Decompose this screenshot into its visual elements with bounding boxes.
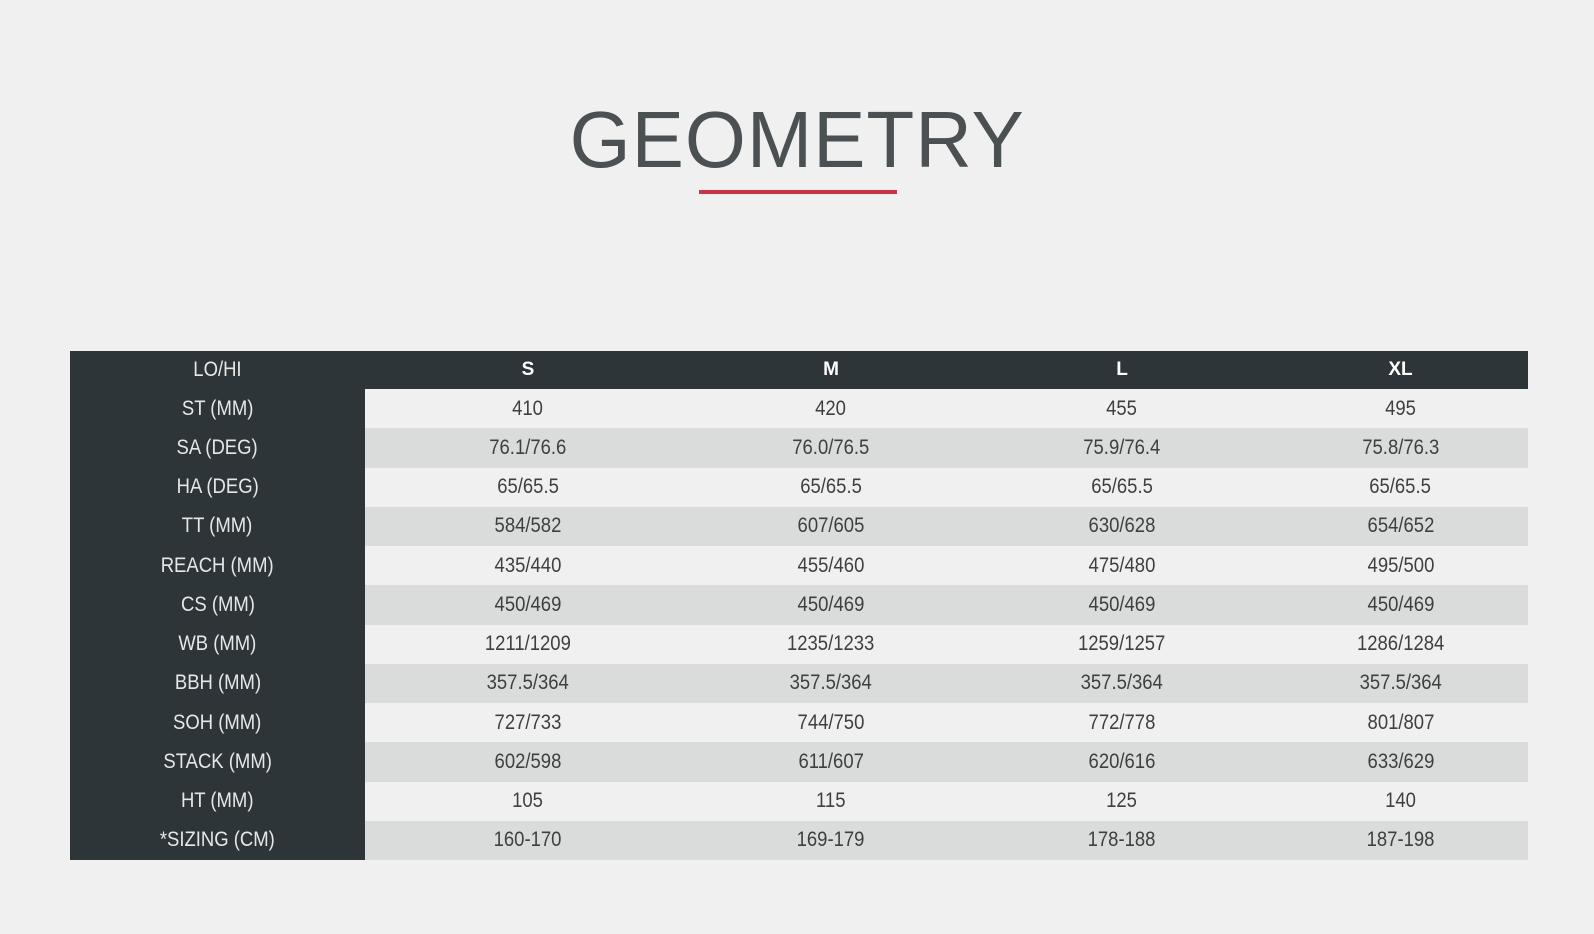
table-cell: 187-198 bbox=[1273, 820, 1528, 860]
row-label: REACH (MM) bbox=[70, 546, 365, 586]
table-cell: 495/500 bbox=[1273, 546, 1528, 586]
table-row: BBH (MM) 357.5/364 357.5/364 357.5/364 357.5… bbox=[70, 663, 1528, 703]
table-cell: 495 bbox=[1273, 389, 1528, 429]
table-cell: 450/469 bbox=[691, 585, 971, 625]
table-cell: 727/733 bbox=[365, 703, 691, 743]
table-cell: 1286/1284 bbox=[1273, 624, 1528, 664]
table-cell: 633/629 bbox=[1273, 742, 1528, 782]
row-label: SA (DEG) bbox=[70, 428, 365, 468]
table-cell: 76.1/76.6 bbox=[365, 428, 691, 468]
page-title: GEOMETRY bbox=[569, 94, 1025, 184]
table-cell: 772/778 bbox=[971, 703, 1273, 743]
table-cell: 744/750 bbox=[691, 703, 971, 743]
table-cell: 105 bbox=[365, 781, 691, 821]
table-cell: 654/652 bbox=[1273, 506, 1528, 546]
table-cell: 611/607 bbox=[691, 742, 971, 782]
table-cell: 178-188 bbox=[971, 820, 1273, 860]
table-header-row: LO/HI S M L XL bbox=[70, 351, 1528, 389]
table-cell: 450/469 bbox=[1273, 585, 1528, 625]
table-cell: 76.0/76.5 bbox=[691, 428, 971, 468]
table-row: SOH (MM) 727/733 744/750 772/778 801/807 bbox=[70, 703, 1528, 743]
row-label: HA (DEG) bbox=[70, 467, 365, 507]
table-row: *SIZING (CM) 160-170 169-179 178-188 187-198 bbox=[70, 820, 1528, 860]
row-label: WB (MM) bbox=[70, 624, 365, 664]
table-cell: 65/65.5 bbox=[365, 467, 691, 507]
table-cell: 357.5/364 bbox=[691, 663, 971, 703]
table-cell: 65/65.5 bbox=[971, 467, 1273, 507]
table-cell: 455/460 bbox=[691, 546, 971, 586]
table-row: HT (MM) 105 115 125 140 bbox=[70, 781, 1528, 821]
row-label: CS (MM) bbox=[70, 585, 365, 625]
column-header-l: L bbox=[1116, 359, 1128, 380]
table-cell: 584/582 bbox=[365, 506, 691, 546]
table-cell: 450/469 bbox=[365, 585, 691, 625]
row-label: *SIZING (CM) bbox=[70, 820, 365, 860]
row-label: SOH (MM) bbox=[70, 703, 365, 743]
row-label: BBH (MM) bbox=[70, 663, 365, 703]
table-cell: 65/65.5 bbox=[1273, 467, 1528, 507]
title-underline-divider bbox=[699, 190, 897, 194]
column-header-xl: XL bbox=[1388, 359, 1413, 380]
row-label: TT (MM) bbox=[70, 506, 365, 546]
table-cell: 450/469 bbox=[971, 585, 1273, 625]
column-header-m: M bbox=[823, 359, 839, 380]
table-row: TT (MM) 584/582 607/605 630/628 654/652 bbox=[70, 506, 1528, 546]
table-cell: 1235/1233 bbox=[691, 624, 971, 664]
table-cell: 357.5/364 bbox=[1273, 663, 1528, 703]
corner-header: LO/HI bbox=[193, 358, 242, 381]
table-row: CS (MM) 450/469 450/469 450/469 450/469 bbox=[70, 585, 1528, 625]
table-cell: 75.8/76.3 bbox=[1273, 428, 1528, 468]
table-cell: 475/480 bbox=[971, 546, 1273, 586]
table-row: HA (DEG) 65/65.5 65/65.5 65/65.5 65/65.5 bbox=[70, 467, 1528, 507]
row-label: ST (MM) bbox=[70, 389, 365, 429]
table-cell: 410 bbox=[365, 389, 691, 429]
table-cell: 801/807 bbox=[1273, 703, 1528, 743]
table-cell: 140 bbox=[1273, 781, 1528, 821]
table-cell: 1259/1257 bbox=[971, 624, 1273, 664]
table-cell: 630/628 bbox=[971, 506, 1273, 546]
geometry-table: LO/HI S M L XL ST (MM) 410 420 455 495 SA (DE… bbox=[70, 351, 1528, 860]
table-cell: 357.5/364 bbox=[365, 663, 691, 703]
table-cell: 435/440 bbox=[365, 546, 691, 586]
table-cell: 357.5/364 bbox=[971, 663, 1273, 703]
table-cell: 160-170 bbox=[365, 820, 691, 860]
table-cell: 607/605 bbox=[691, 506, 971, 546]
row-label: HT (MM) bbox=[70, 781, 365, 821]
table-row: STACK (MM) 602/598 611/607 620/616 633/629 bbox=[70, 742, 1528, 782]
table-cell: 115 bbox=[691, 781, 971, 821]
table-cell: 455 bbox=[971, 389, 1273, 429]
row-label: STACK (MM) bbox=[70, 742, 365, 782]
column-header-s: S bbox=[521, 359, 535, 380]
table-cell: 65/65.5 bbox=[691, 467, 971, 507]
table-cell: 169-179 bbox=[691, 820, 971, 860]
table-row: ST (MM) 410 420 455 495 bbox=[70, 389, 1528, 429]
table-cell: 620/616 bbox=[971, 742, 1273, 782]
table-cell: 1211/1209 bbox=[365, 624, 691, 664]
table-cell: 602/598 bbox=[365, 742, 691, 782]
table-cell: 125 bbox=[971, 781, 1273, 821]
table-row: SA (DEG) 76.1/76.6 76.0/76.5 75.9/76.4 75.8/… bbox=[70, 428, 1528, 468]
table-row: REACH (MM) 435/440 455/460 475/480 495/500 bbox=[70, 546, 1528, 586]
table-cell: 75.9/76.4 bbox=[971, 428, 1273, 468]
table-cell: 420 bbox=[691, 389, 971, 429]
table-row: WB (MM) 1211/1209 1235/1233 1259/1257 1286/1… bbox=[70, 624, 1528, 664]
